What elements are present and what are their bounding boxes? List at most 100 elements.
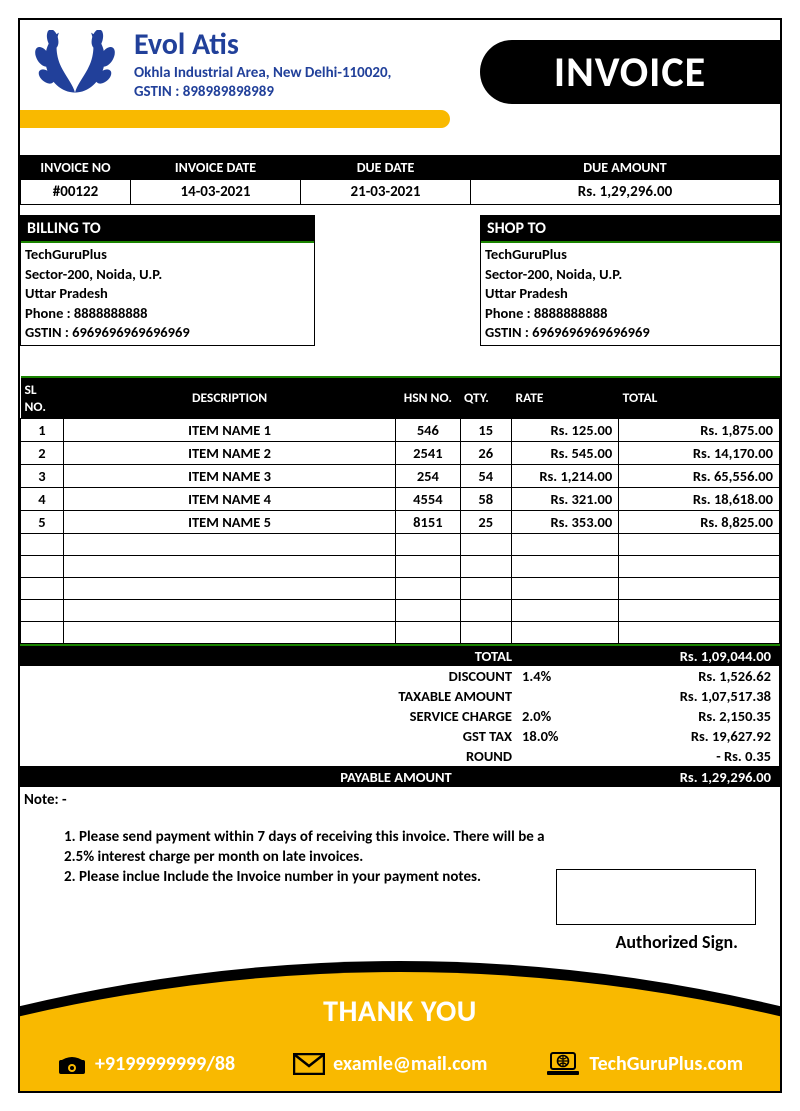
cell-sl: 5	[21, 510, 64, 533]
sum-payable-val: Rs. 1,29,296.00	[580, 766, 780, 787]
document-title: INVOICE	[480, 40, 780, 104]
sum-discount-pct: 1.4%	[520, 666, 580, 686]
cell-desc: ITEM NAME 3	[63, 464, 395, 487]
table-row: 5ITEM NAME 5815125Rs. 353.00Rs. 8,825.00	[21, 510, 780, 533]
sum-payable-pct	[520, 766, 580, 787]
cell-qty: 15	[460, 418, 511, 441]
sum-gst-val: Rs. 19,627.92	[580, 726, 780, 746]
cell-sl: 3	[21, 464, 64, 487]
cell-hsn: 2541	[396, 441, 460, 464]
summary-table: TOTALRs. 1,09,044.00 DISCOUNT1.4%Rs. 1,5…	[20, 644, 780, 787]
shop-gstin: GSTIN : 6969696969696969	[485, 323, 776, 343]
shop-state: Uttar Pradesh	[485, 284, 776, 304]
cell-rate: Rs. 1,214.00	[511, 464, 618, 487]
logo-block: Evol Atis Okhla Industrial Area, New Del…	[30, 30, 391, 106]
cell-total: Rs. 14,170.00	[619, 441, 780, 464]
phone-text: +9199999999/88	[95, 1052, 235, 1076]
header: Evol Atis Okhla Industrial Area, New Del…	[20, 20, 780, 135]
billing-state: Uttar Pradesh	[25, 284, 310, 304]
cell-desc: ITEM NAME 4	[63, 487, 395, 510]
col-qty: QTY.	[460, 377, 511, 419]
notes-section: Note: - 1. Please send payment within 7 …	[20, 787, 780, 888]
contacts: +9199999999/88 examle@mail.com TechGuruP…	[20, 1051, 780, 1077]
cell-rate: Rs. 125.00	[511, 418, 618, 441]
col-desc: DESCRIPTION	[63, 377, 395, 419]
shop-body: TechGuruPlus Sector-200, Noida, U.P. Utt…	[481, 243, 780, 345]
shop-phone: Phone : 8888888888	[485, 304, 776, 324]
company-name: Evol Atis	[134, 30, 391, 60]
cell-desc: ITEM NAME 1	[63, 418, 395, 441]
cell-sl: 2	[21, 441, 64, 464]
table-row: 4ITEM NAME 4455458Rs. 321.00Rs. 18,618.0…	[21, 487, 780, 510]
cell-rate: Rs. 545.00	[511, 441, 618, 464]
billing-addr: Sector-200, Noida, U.P.	[25, 265, 310, 285]
sum-total-val: Rs. 1,09,044.00	[580, 645, 780, 666]
mail-icon	[293, 1053, 325, 1075]
col-total: TOTAL	[619, 377, 780, 419]
cell-rate: Rs. 353.00	[511, 510, 618, 533]
sum-service-label: SERVICE CHARGE	[20, 706, 520, 726]
table-row: 1ITEM NAME 154615Rs. 125.00Rs. 1,875.00	[21, 418, 780, 441]
notes-body: 1. Please send payment within 7 days of …	[24, 809, 604, 888]
cell-qty: 58	[460, 487, 511, 510]
sum-round-pct	[520, 746, 580, 767]
cell-total: Rs. 8,825.00	[619, 510, 780, 533]
cell-qty: 54	[460, 464, 511, 487]
sum-total-pct	[520, 645, 580, 666]
company-text: Evol Atis Okhla Industrial Area, New Del…	[134, 30, 391, 102]
sum-discount-val: Rs. 1,526.62	[580, 666, 780, 686]
table-row-empty	[21, 555, 780, 577]
cell-qty: 26	[460, 441, 511, 464]
parties: BILLING TO TechGuruPlus Sector-200, Noid…	[20, 215, 780, 346]
note-1: 1. Please send payment within 7 days of …	[64, 827, 564, 868]
meta-head-due-amount: DUE AMOUNT	[471, 156, 780, 180]
billing-phone: Phone : 8888888888	[25, 304, 310, 324]
cell-desc: ITEM NAME 5	[63, 510, 395, 533]
meta-head-invoice-date: INVOICE DATE	[131, 156, 301, 180]
accent-stripe	[20, 110, 450, 128]
sum-payable-label: PAYABLE AMOUNT	[20, 766, 520, 787]
company-gstin: GSTIN : 898989898989	[134, 83, 391, 102]
meta-head-due-date: DUE DATE	[301, 156, 471, 180]
table-row-empty	[21, 599, 780, 621]
cell-desc: ITEM NAME 2	[63, 441, 395, 464]
sum-taxable-pct	[520, 686, 580, 706]
meta-head-invoice-no: INVOICE NO	[21, 156, 131, 180]
sum-service-pct: 2.0%	[520, 706, 580, 726]
col-sl: SL NO.	[21, 377, 64, 419]
sum-service-val: Rs. 2,150.35	[580, 706, 780, 726]
cell-hsn: 254	[396, 464, 460, 487]
contact-phone: +9199999999/88	[57, 1052, 235, 1076]
cell-qty: 25	[460, 510, 511, 533]
meta-due-date: 21-03-2021	[301, 180, 471, 205]
invoice-page: Evol Atis Okhla Industrial Area, New Del…	[18, 18, 782, 1093]
sum-gst-label: GST TAX	[20, 726, 520, 746]
cell-hsn: 4554	[396, 487, 460, 510]
col-hsn: HSN NO.	[396, 377, 460, 419]
billing-title: BILLING TO	[21, 216, 314, 243]
cell-total: Rs. 18,618.00	[619, 487, 780, 510]
billing-body: TechGuruPlus Sector-200, Noida, U.P. Utt…	[21, 243, 314, 345]
shop-title: SHOP TO	[481, 216, 780, 243]
billing-block: BILLING TO TechGuruPlus Sector-200, Noid…	[20, 215, 315, 346]
signature-box	[556, 869, 756, 925]
table-row: 3ITEM NAME 325454Rs. 1,214.00Rs. 65,556.…	[21, 464, 780, 487]
meta-table: INVOICE NO INVOICE DATE DUE DATE DUE AMO…	[20, 155, 780, 205]
items-table: SL NO. DESCRIPTION HSN NO. QTY. RATE TOT…	[20, 376, 780, 644]
cell-hsn: 8151	[396, 510, 460, 533]
laptop-globe-icon	[545, 1051, 581, 1077]
cell-total: Rs. 1,875.00	[619, 418, 780, 441]
table-row-empty	[21, 533, 780, 555]
cell-sl: 4	[21, 487, 64, 510]
sum-total-label: TOTAL	[20, 645, 520, 666]
shop-block: SHOP TO TechGuruPlus Sector-200, Noida, …	[480, 215, 780, 346]
footer: THANK YOU +9199999999/88 examle@mail.com…	[20, 961, 780, 1091]
sum-gst-pct: 18.0%	[520, 726, 580, 746]
company-address: Okhla Industrial Area, New Delhi-110020,	[134, 64, 391, 83]
note-2: 2. Please inclue Include the Invoice num…	[64, 867, 564, 887]
web-text: TechGuruPlus.com	[589, 1052, 743, 1076]
table-row-empty	[21, 577, 780, 599]
sum-taxable-val: Rs. 1,07,517.38	[580, 686, 780, 706]
cell-hsn: 546	[396, 418, 460, 441]
meta-invoice-date: 14-03-2021	[131, 180, 301, 205]
